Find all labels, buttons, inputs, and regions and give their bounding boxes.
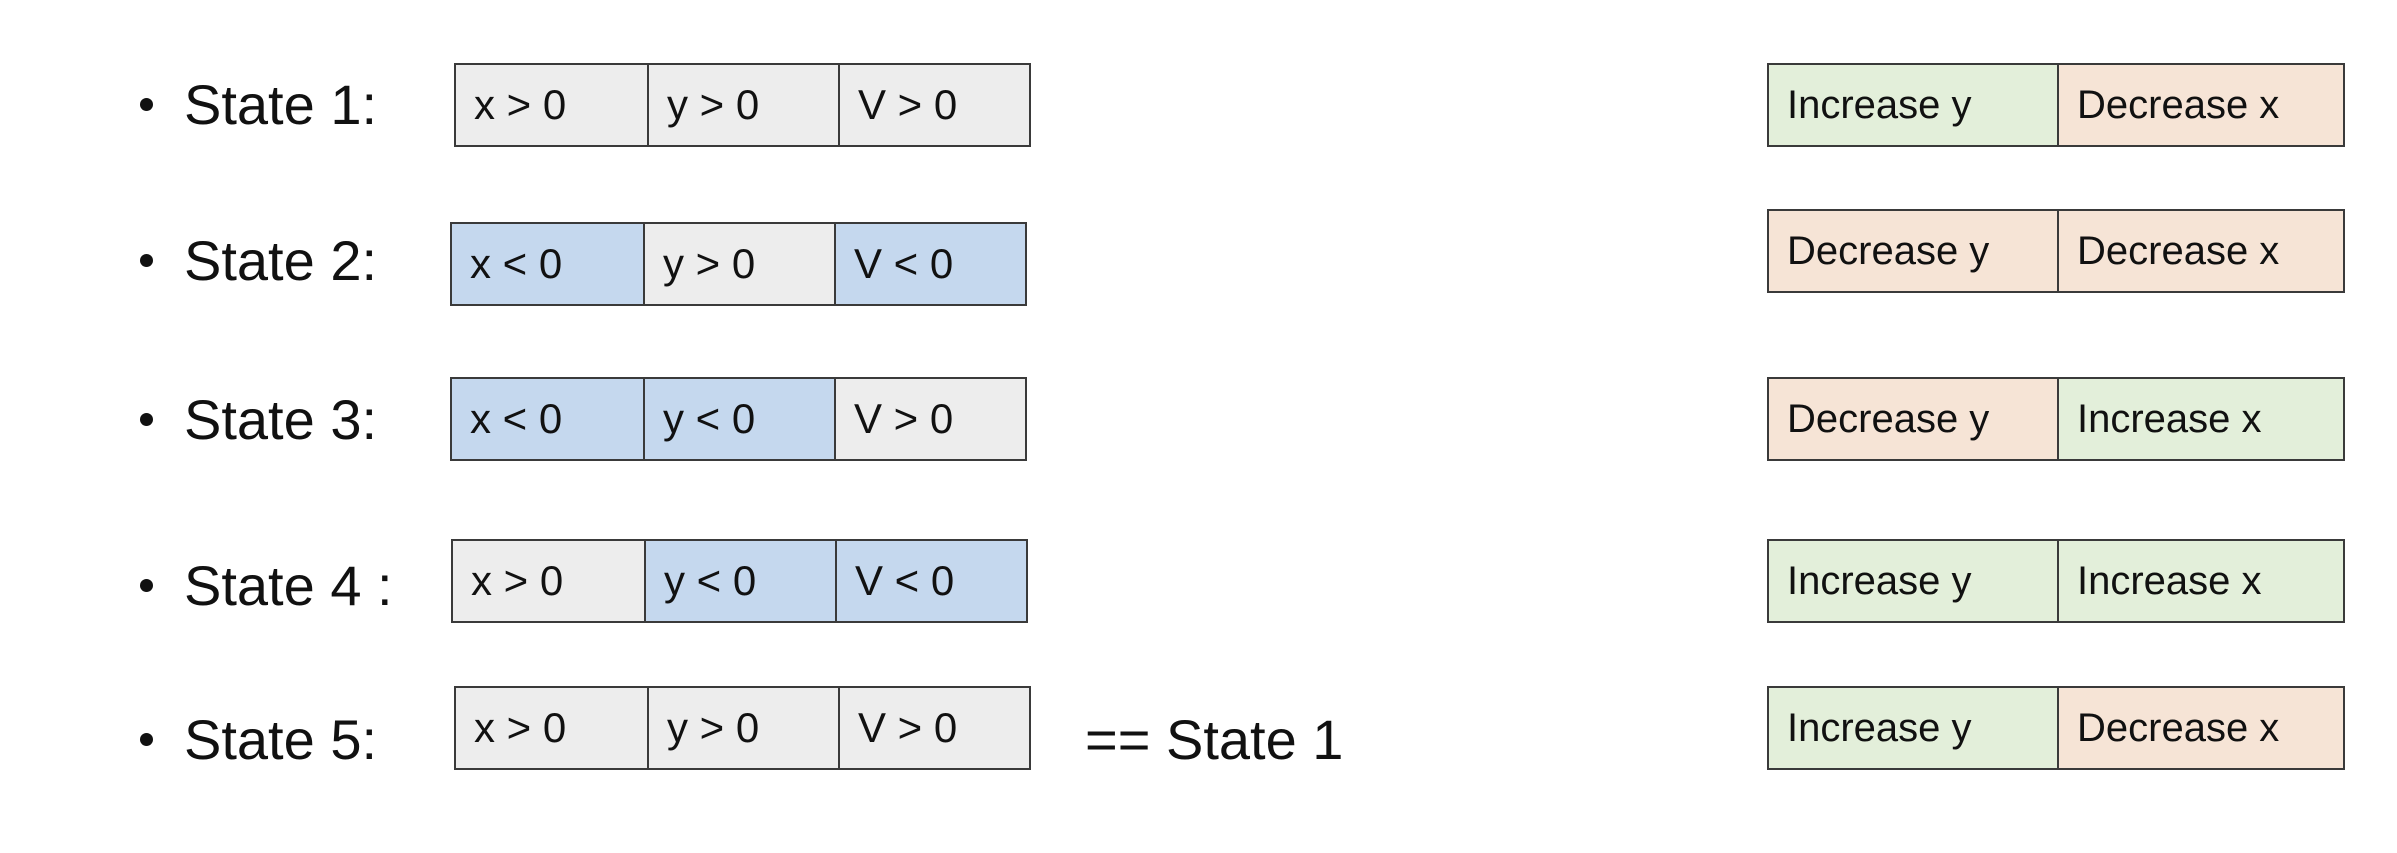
condition-group: x > 0 y > 0 V > 0: [454, 63, 1031, 147]
state-row-3: State 3: x < 0 y < 0 V > 0 Decrease y In…: [0, 377, 2397, 463]
bullet-icon: [140, 579, 153, 592]
state-label: State 1:: [184, 73, 378, 136]
action-cell-x: Increase x: [2057, 541, 2343, 621]
action-cell-x: Decrease x: [2057, 211, 2343, 291]
state-row-5: State 5: x > 0 y > 0 V > 0 == State 1 In…: [0, 686, 2397, 783]
action-cell-x: Increase x: [2057, 379, 2343, 459]
bullet-icon: [140, 733, 153, 746]
condition-cell-v: V > 0: [838, 65, 1029, 145]
action-cell-y: Increase y: [1769, 688, 2057, 768]
condition-cell-x: x < 0: [452, 224, 643, 304]
condition-cell-x: x > 0: [453, 541, 644, 621]
state-row-2: State 2: x < 0 y > 0 V < 0 Decrease y De…: [0, 209, 2397, 306]
state-label: State 2:: [184, 229, 378, 292]
bullet-icon: [140, 254, 153, 267]
action-group: Decrease y Decrease x: [1767, 209, 2345, 293]
bullet-icon: [140, 413, 153, 426]
condition-group: x > 0 y < 0 V < 0: [451, 539, 1028, 623]
condition-cell-v: V < 0: [834, 224, 1025, 304]
condition-cell-y: y < 0: [643, 379, 834, 459]
action-cell-y: Decrease y: [1769, 211, 2057, 291]
condition-cell-x: x < 0: [452, 379, 643, 459]
action-cell-y: Increase y: [1769, 541, 2057, 621]
condition-cell-y: y > 0: [643, 224, 834, 304]
action-cell-y: Increase y: [1769, 65, 2057, 145]
action-group: Increase y Decrease x: [1767, 686, 2345, 770]
state-note: == State 1: [1085, 708, 1344, 771]
action-group: Increase y Increase x: [1767, 539, 2345, 623]
condition-cell-v: V < 0: [835, 541, 1026, 621]
condition-cell-y: y > 0: [647, 688, 838, 768]
condition-cell-v: V > 0: [838, 688, 1029, 768]
condition-group: x > 0 y > 0 V > 0: [454, 686, 1031, 770]
action-cell-x: Decrease x: [2057, 688, 2343, 768]
action-group: Decrease y Increase x: [1767, 377, 2345, 461]
bullet-icon: [140, 98, 153, 111]
state-label: State 5:: [184, 708, 378, 771]
action-cell-y: Decrease y: [1769, 379, 2057, 459]
condition-cell-y: y > 0: [647, 65, 838, 145]
action-group: Increase y Decrease x: [1767, 63, 2345, 147]
state-label: State 4 :: [184, 554, 393, 617]
state-row-1: State 1: x > 0 y > 0 V > 0 Increase y De…: [0, 62, 2397, 148]
condition-cell-v: V > 0: [834, 379, 1025, 459]
state-row-4: State 4 : x > 0 y < 0 V < 0 Increase y I…: [0, 539, 2397, 629]
condition-group: x < 0 y < 0 V > 0: [450, 377, 1027, 461]
condition-cell-x: x > 0: [456, 688, 647, 768]
action-cell-x: Decrease x: [2057, 65, 2343, 145]
condition-group: x < 0 y > 0 V < 0: [450, 222, 1027, 306]
condition-cell-y: y < 0: [644, 541, 835, 621]
state-label: State 3:: [184, 388, 378, 451]
condition-cell-x: x > 0: [456, 65, 647, 145]
